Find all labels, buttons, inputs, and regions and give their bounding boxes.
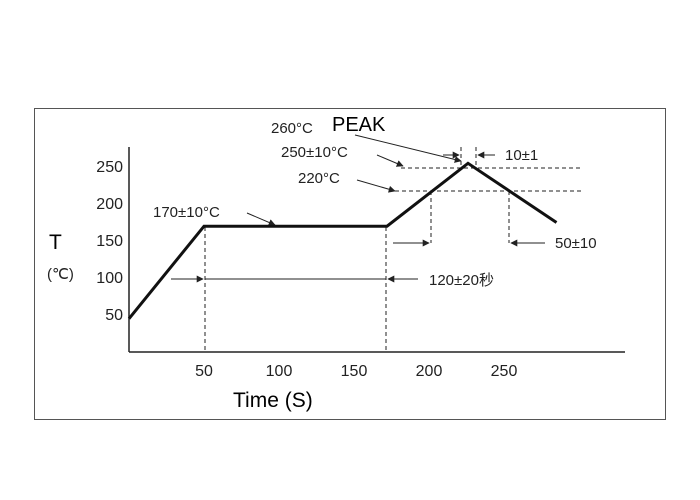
y-tick-label: 100 [96,270,123,287]
y-tick-label: 250 [96,159,123,176]
range-250-leader [376,154,404,167]
peak-label: PEAK [332,114,386,136]
y-tick-label: 200 [96,196,123,213]
y-axis-label: T [49,231,62,254]
peak-time-label: 10±1 [505,147,538,164]
x-axis-label: Time (S) [233,389,313,412]
peak-temp-leader [354,134,462,163]
level-220-label: 220°C [298,170,340,187]
peak-temp-label: 260°C [271,120,313,137]
x-tick-label: 50 [195,363,213,380]
soak-temp-leader [246,212,276,226]
y-axis-unit: (℃) [47,266,74,283]
y-tick-label: 50 [105,307,123,324]
x-tick-label: 200 [416,363,443,380]
x-tick-label: 150 [341,363,368,380]
y-tick-label: 150 [96,233,123,250]
soak-time-label: 120±20秒 [429,272,494,289]
x-tick-label: 250 [491,363,518,380]
level-220-leader [356,179,396,193]
reflow-profile-chart: 50 100 150 200 250 50 100 150 200 250 T … [47,114,625,412]
x-tick-label: 100 [266,363,293,380]
temperature-profile-line [127,161,558,320]
peak-range-label: 250±10°C [281,144,348,161]
above-220-time-label: 50±10 [555,235,597,252]
soak-temp-label: 170±10°C [153,204,220,221]
chart-frame: 50 100 150 200 250 50 100 150 200 250 T … [34,108,666,420]
